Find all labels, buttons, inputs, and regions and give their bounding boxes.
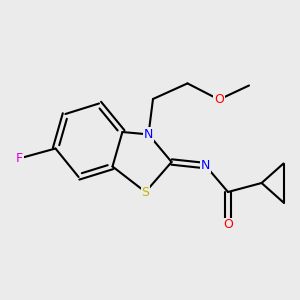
Text: O: O	[214, 93, 224, 106]
Text: S: S	[142, 185, 149, 199]
Text: N: N	[144, 128, 153, 141]
Text: O: O	[223, 218, 233, 232]
Text: N: N	[201, 159, 210, 172]
Text: F: F	[16, 152, 23, 165]
